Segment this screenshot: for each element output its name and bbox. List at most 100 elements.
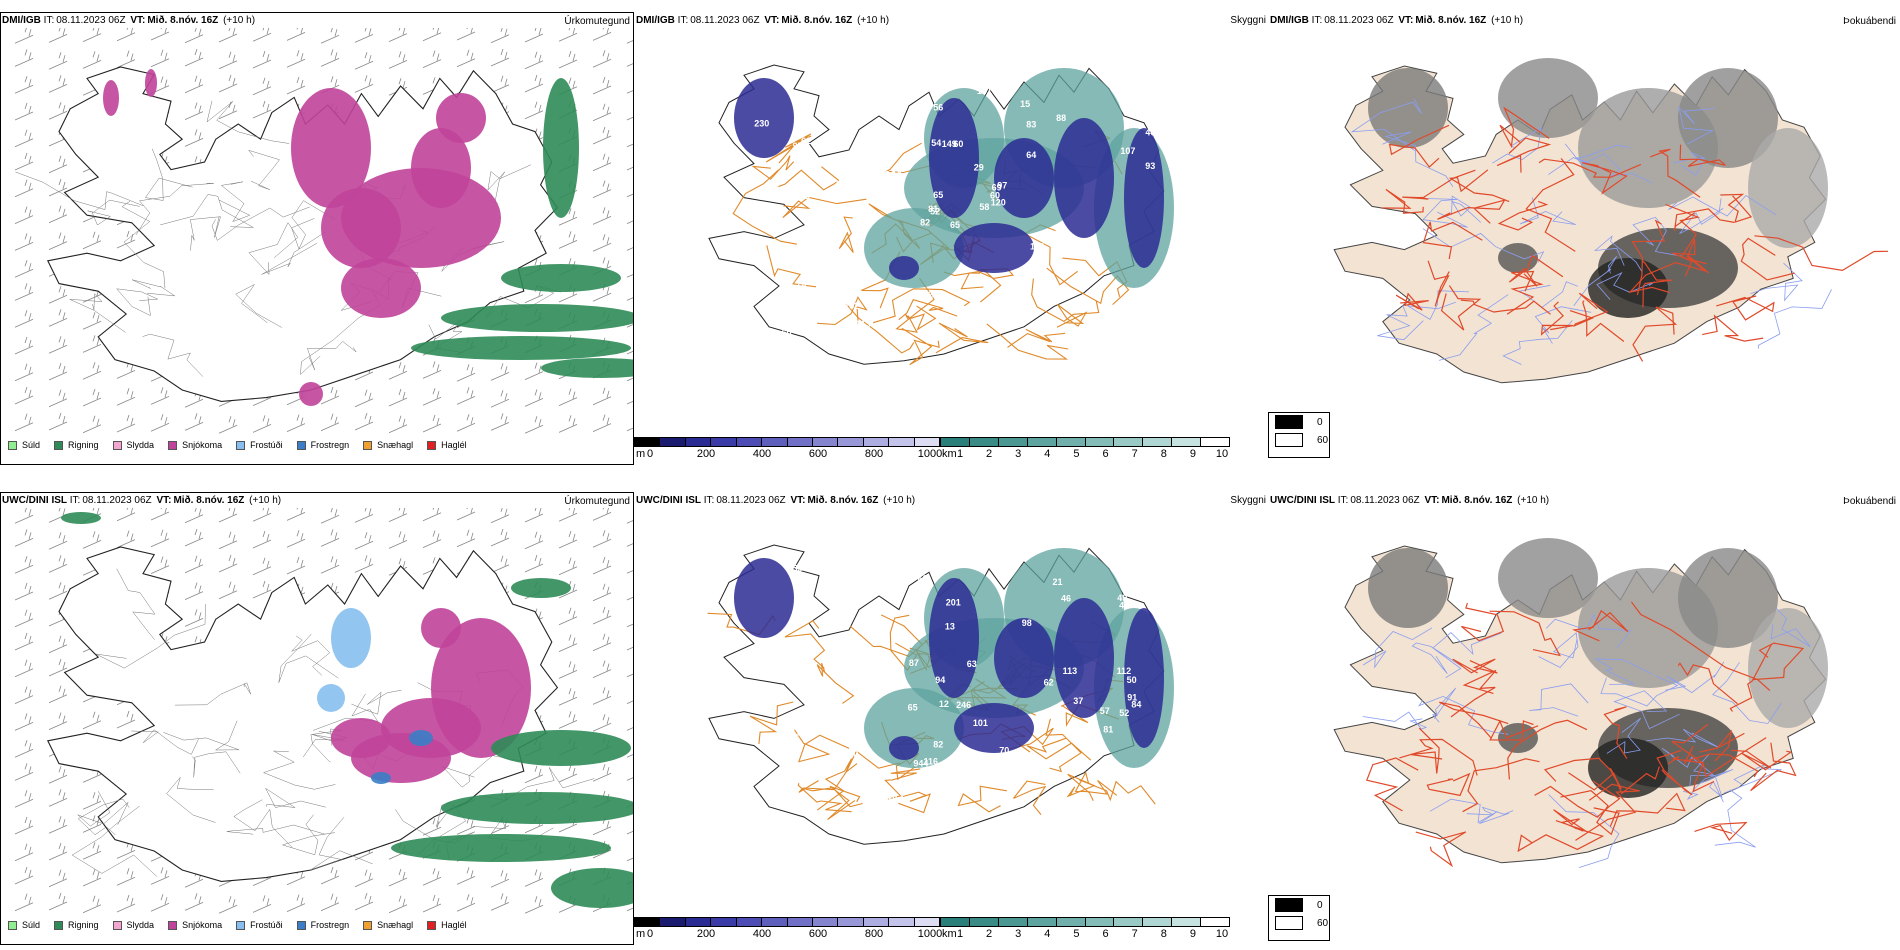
colorbar-tick: 0 — [646, 448, 654, 460]
visibility-m-area — [954, 703, 1034, 753]
wind-barb — [14, 740, 34, 758]
legend-item: Haglél — [427, 440, 467, 450]
wind-barb — [14, 413, 34, 432]
road-line — [131, 729, 199, 755]
precip-legend: Súld Rigning Slydda Snjókoma Frostúði Frostre… — [8, 440, 481, 450]
colorbar-segment — [812, 918, 839, 926]
panel-title: UWC/DINI ISL IT: 08.11.2023 06Z VT: Mið. 8… — [636, 495, 915, 506]
visibility-value-label: 93 — [1145, 161, 1155, 171]
fog-legend: 0 60 — [1268, 412, 1330, 458]
visibility-value-label: 107 — [1133, 295, 1148, 305]
road-line — [935, 322, 989, 354]
legend-label: Snjókoma — [182, 920, 223, 930]
fog-area — [1368, 548, 1448, 628]
colorbar-segment — [1114, 918, 1144, 926]
road-line — [1440, 285, 1482, 331]
legend-label: Snæhagl — [377, 920, 414, 930]
road-line — [1600, 675, 1679, 707]
wind-barb — [626, 193, 633, 198]
visibility-value-label: 116 — [864, 275, 879, 285]
wind-barb — [558, 634, 578, 652]
colorbar-tick: 8 — [1160, 448, 1167, 460]
colorbar-segment — [787, 438, 813, 446]
road-line — [163, 720, 240, 751]
model-name: DMI/IGB — [636, 15, 675, 26]
wind-barb — [48, 685, 68, 704]
wind-barb — [320, 413, 340, 432]
fog-area — [1498, 538, 1598, 618]
wind-barb — [286, 556, 306, 575]
road-line — [1593, 235, 1643, 273]
visibility-value-label: 81 — [928, 204, 938, 214]
wind-barb — [116, 414, 136, 433]
visibility-m-area — [1054, 598, 1114, 718]
colorbar-tick: 5 — [1073, 448, 1080, 460]
wind-barb — [48, 658, 68, 677]
wind-barb — [558, 388, 578, 406]
visibility-value-label: 56 — [933, 103, 943, 113]
road-line — [1460, 299, 1551, 315]
visibility-value-label: 50 — [1127, 675, 1137, 685]
wind-barb — [82, 362, 102, 380]
wind-barb — [388, 508, 408, 522]
visibility-value-label: 60 — [953, 139, 963, 149]
visibility-value-label: 102 — [844, 301, 859, 311]
snow-area — [145, 69, 157, 97]
vt-value: Mið. 8.nóv. 16Z — [807, 495, 879, 506]
road-line — [248, 222, 299, 276]
visibility-value-label: 944 — [913, 758, 928, 768]
road-line — [281, 814, 335, 856]
visibility-value-label: 40 — [1145, 127, 1155, 137]
wind-barb — [252, 100, 272, 119]
visibility-value-label: 230 — [754, 119, 769, 129]
wind-barb — [456, 894, 476, 912]
fog-legend-swatch — [1275, 433, 1303, 447]
road-line — [782, 196, 867, 219]
fog-area — [1498, 58, 1598, 138]
road-line — [1529, 683, 1589, 717]
colorbar-segment — [914, 918, 940, 926]
road-line — [160, 194, 254, 228]
road-line — [1573, 256, 1618, 307]
legend-label: Súld — [22, 440, 41, 450]
precip-title: Úrkomutegund — [564, 16, 630, 27]
wind-barb — [320, 49, 340, 67]
visibility-value-label: 11 — [1063, 243, 1073, 253]
visibility-value-label: 65 — [908, 702, 918, 712]
snow-area — [421, 608, 461, 648]
visibility-value-label: 103 — [764, 183, 779, 193]
road-line — [1438, 294, 1509, 361]
visibility-value-label: 120 — [991, 197, 1006, 207]
lead-time: (+10 h) — [223, 15, 256, 26]
wind-barb — [626, 907, 633, 912]
legend-swatch — [54, 920, 64, 930]
wind-barb — [82, 388, 102, 407]
wind-barb — [558, 231, 578, 249]
wind-barb — [48, 286, 68, 304]
wind-barb — [48, 155, 68, 174]
wind-barb — [184, 75, 204, 94]
wind-barb — [388, 415, 408, 434]
wind-barb — [626, 570, 633, 574]
panel-title: DMI/IGB IT: 08.11.2023 06Z VT: Mið. 8.nóv.… — [2, 15, 255, 26]
wind-barb — [14, 866, 34, 885]
colorbar-segment — [685, 918, 712, 926]
visibility-value-label: 85 — [858, 272, 868, 282]
visibility-value-label: 65 — [950, 220, 960, 230]
legend-item: Frostúði — [236, 440, 283, 450]
vt-value: Mið. 8.nóv. 16Z — [173, 495, 245, 506]
road-line — [1382, 131, 1454, 188]
wind-barb — [48, 232, 68, 250]
visibility-value-label: 91 — [1127, 693, 1137, 703]
road-line — [1377, 304, 1424, 341]
snow-area — [291, 88, 371, 208]
road-line — [1656, 749, 1693, 796]
road-line — [77, 791, 129, 827]
road-line — [838, 216, 854, 253]
wind-barb — [14, 49, 34, 67]
colorbar-segment — [762, 918, 788, 926]
wind-barb — [320, 529, 340, 547]
freezing-rain-area — [371, 772, 391, 784]
road-line — [1534, 306, 1592, 344]
colorbar-tick: 1 — [956, 928, 964, 940]
